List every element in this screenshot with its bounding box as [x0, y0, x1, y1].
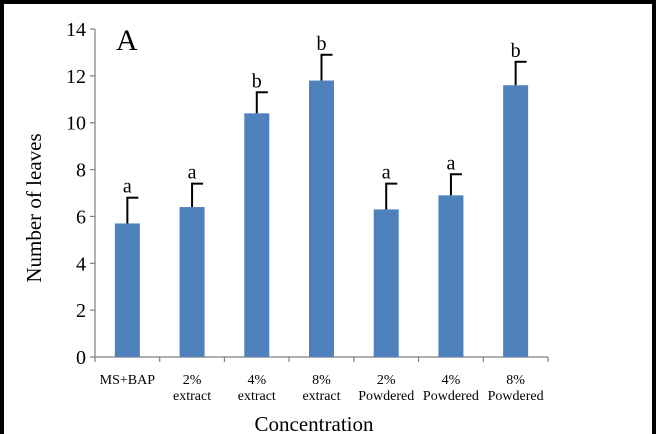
x-tick-label: Powdered — [488, 389, 544, 404]
bar — [244, 113, 270, 357]
significance-letter: a — [188, 162, 197, 184]
x-tick-label: 8% — [312, 373, 331, 388]
x-tick-label: MS+BAP — [100, 373, 156, 388]
bar — [373, 209, 399, 357]
y-tick-label: 6 — [76, 206, 86, 228]
significance-letter: a — [382, 162, 391, 184]
bar — [503, 85, 529, 357]
x-tick-label: 2% — [183, 373, 202, 388]
significance-letter: b — [511, 40, 521, 62]
y-tick-label: 4 — [76, 253, 86, 275]
y-tick-label: 0 — [76, 347, 86, 369]
bar — [309, 80, 334, 358]
significance-letter: b — [317, 33, 327, 55]
y-tick-label: 14 — [66, 19, 86, 41]
x-tick-label: extract — [238, 389, 276, 404]
panel-label: A — [116, 24, 138, 57]
x-tick-label: 4% — [247, 373, 266, 388]
bar — [114, 223, 140, 357]
x-tick-label: Powdered — [358, 389, 414, 404]
x-tick-label: 4% — [442, 373, 461, 388]
y-tick-label: 10 — [66, 113, 86, 135]
x-tick-label: 2% — [377, 373, 396, 388]
significance-letter: a — [446, 152, 455, 174]
x-tick-label: extract — [302, 389, 340, 404]
x-tick-label: extract — [173, 389, 211, 404]
bar — [179, 207, 205, 357]
significance-letter: b — [252, 70, 262, 92]
significance-letter: a — [123, 176, 132, 198]
y-axis-label: Number of leaves — [22, 133, 46, 282]
x-tick-label: 8% — [506, 373, 525, 388]
x-tick-label: Powdered — [423, 389, 479, 404]
y-tick-label: 8 — [76, 160, 86, 182]
x-axis-label: Concentration — [255, 412, 374, 434]
y-tick-label: 12 — [66, 66, 86, 88]
plot-area: 02468101214aMS+BAPa2%extractb4%extractb8… — [66, 19, 549, 404]
bar — [438, 195, 464, 357]
y-tick-label: 2 — [76, 300, 86, 322]
